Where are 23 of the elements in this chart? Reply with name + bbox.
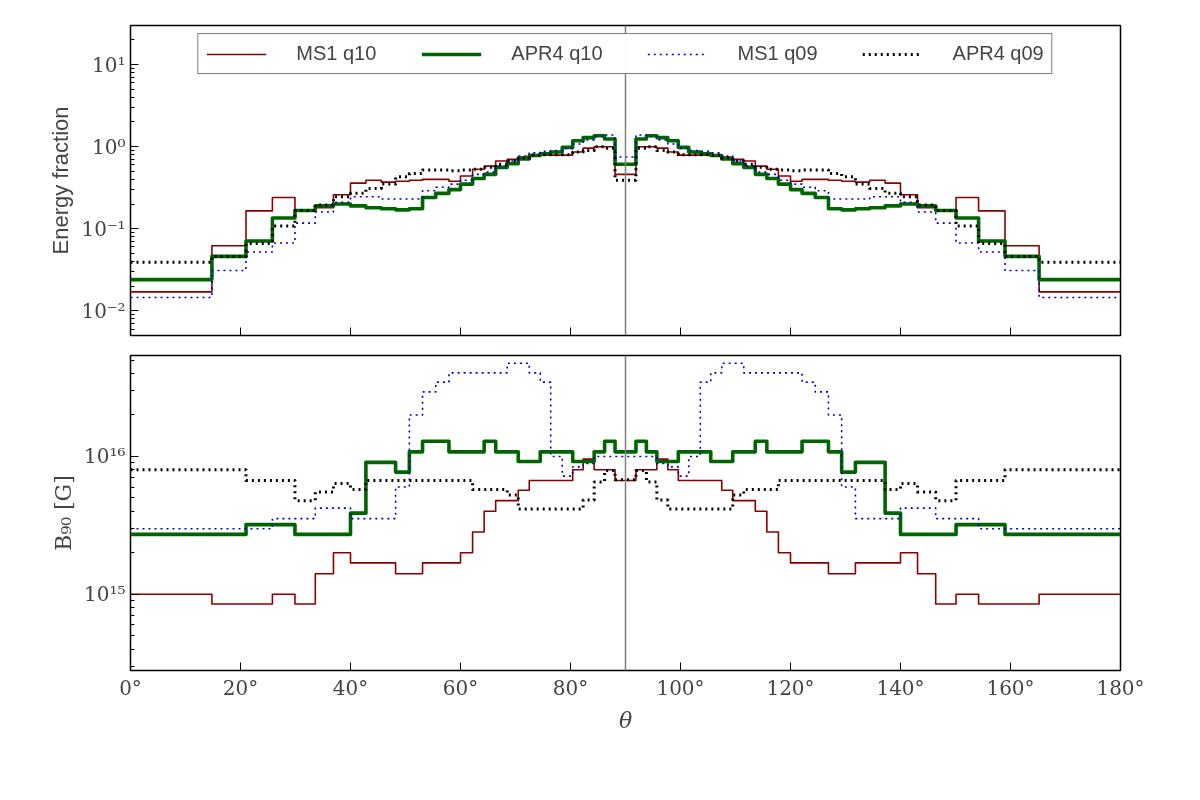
- y-tick-label: 10¹⁵: [84, 582, 126, 607]
- legend-label: MS1 q09: [737, 42, 818, 65]
- x-tick-label: 40°: [332, 675, 369, 700]
- x-tick-label: 140°: [876, 675, 925, 700]
- y-tick-label: 10¹⁶: [84, 444, 126, 469]
- legend-label: APR4 q09: [952, 42, 1044, 65]
- x-tick-label: 160°: [986, 675, 1035, 700]
- x-tick-label: 20°: [222, 675, 259, 700]
- x-tick-label: 120°: [766, 675, 815, 700]
- x-tick-label: 0°: [119, 675, 142, 700]
- y-axis-title: Energy fraction: [48, 106, 74, 255]
- y-tick-label: 10⁻¹: [81, 216, 126, 241]
- y-tick-label: 10¹: [92, 52, 126, 77]
- x-tick-label: 80°: [552, 675, 589, 700]
- y-axis-title: B₉₀ [G]: [51, 475, 77, 551]
- x-tick-label: 100°: [656, 675, 705, 700]
- y-tick-label: 10⁻²: [81, 298, 126, 323]
- legend-label: APR4 q10: [511, 42, 603, 65]
- x-tick-label: 180°: [1096, 675, 1145, 700]
- y-tick-label: 10⁰: [92, 134, 126, 159]
- legend-label: MS1 q10: [296, 42, 377, 65]
- x-axis-title: θ: [618, 707, 633, 733]
- x-tick-label: 60°: [442, 675, 479, 700]
